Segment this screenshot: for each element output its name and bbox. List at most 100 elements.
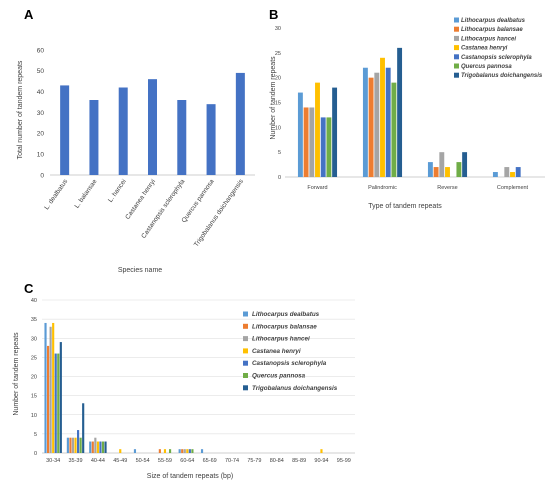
panel-b-bar-reverse-lithocarpus-balansae xyxy=(433,167,439,177)
panel-b-legend-swatch-castanea-henryi xyxy=(454,45,459,51)
panel-c-legend-label-castanea-henryi: Castanea henryi xyxy=(252,348,301,355)
panel-b-y-tick-label: 10 xyxy=(275,125,281,131)
panel-b-bar-reverse-trigobalanus-doichangensis xyxy=(462,152,468,177)
panel-c-bar-30-34-lithocarpus-dealbatus xyxy=(44,322,47,453)
panel-b-y-axis-title: Number of tandem repeats xyxy=(270,56,277,140)
panel-b-legend-swatch-lithocarpus-hancei xyxy=(454,35,459,41)
panel-b-legend-swatch-quercus-pannosa xyxy=(454,63,459,69)
panel-b-bar-palindromic-lithocarpus-dealbatus xyxy=(362,67,368,177)
panel-c-y-tick-label: 15 xyxy=(31,394,37,400)
panel-a-y-tick-label: 20 xyxy=(37,131,45,138)
panel-a-y-axis-title: Total number of tandem repeats xyxy=(17,60,24,159)
panel-c-bar-55-59-quercus-pannosa xyxy=(168,449,172,453)
panel-a-y-tick-label: 50 xyxy=(37,68,45,75)
panel-c-bar-40-44-trigobalanus-doichangensis xyxy=(104,441,107,453)
panel-c-legend-swatch-quercus-pannosa xyxy=(243,373,248,378)
panel-c-y-tick-label: 40 xyxy=(31,298,37,304)
panel-b-bar-reverse-castanea-henryi xyxy=(445,167,450,177)
panel-a-bar-castanopsis-sclerophyla xyxy=(177,100,187,175)
panel-a-y-tick-label: 30 xyxy=(37,110,45,117)
panel-b-bar-complement-castanopsis-sclerophyla xyxy=(515,167,521,177)
panel-c-bar-45-49-castanea-henryi xyxy=(119,449,122,453)
panel-a-y-tick-label: 10 xyxy=(37,151,45,158)
panel-b-legend-label-castanea-henryi: Castanea henryi xyxy=(461,46,508,52)
panel-b-bar-reverse-lithocarpus-hancei xyxy=(439,152,445,177)
panel-a-y-tick-label: 40 xyxy=(37,89,45,96)
panel-a-bar-l-balansae xyxy=(89,100,99,175)
panel-b-bar-forward-lithocarpus-dealbatus xyxy=(297,92,303,177)
panel-c-legend-swatch-lithocarpus-hancei xyxy=(243,336,248,342)
panel-b-bar-forward-trigobalanus-doichangensis xyxy=(332,87,338,177)
panel-c-x-tick-label: 55-59 xyxy=(158,458,172,464)
panel-c-legend-swatch-castanea-henryi xyxy=(243,348,248,354)
panel-c-bar-50-54-lithocarpus-dealbatus xyxy=(133,449,137,453)
panel-c-letter: C xyxy=(24,281,34,296)
panel-b-y-tick-label: 5 xyxy=(278,150,281,156)
panel-b-x-axis-title: Type of tandem repeats xyxy=(368,203,442,210)
panel-b-legend-swatch-lithocarpus-balansae xyxy=(454,26,459,32)
panel-c-legend-swatch-trigobalanus-doichangensis xyxy=(243,385,248,391)
panel-a-letter: A xyxy=(24,7,34,22)
panel-c-legend: Lithocarpus dealbatus Lithocarpus balansa… xyxy=(243,311,338,392)
panel-b-y-tick-label: 30 xyxy=(275,26,281,32)
panel-b-x-tick-label: Reverse xyxy=(437,185,457,191)
panel-c-legend-label-quercus-pannosa: Quercus pannosa xyxy=(252,373,306,380)
panel-b-x-tick-label: Palindromic xyxy=(368,185,397,191)
panel-c-x-tick-label: 95-99 xyxy=(337,458,351,464)
panel-a-bar-trigobalanus-doichangensis xyxy=(235,72,245,175)
panel-b-x-tick-label: Complement xyxy=(497,185,529,191)
panel-c-bar-90-94-castanea-henryi xyxy=(320,449,323,453)
panel-b-chart: B Number of tandem repeats Type of tande… xyxy=(269,7,545,210)
panel-b-bar-palindromic-lithocarpus-hancei xyxy=(374,72,380,177)
panel-c-bar-30-34-lithocarpus-balansae xyxy=(47,345,50,453)
panel-b-legend-swatch-lithocarpus-dealbatus xyxy=(454,17,459,23)
panel-b-legend-swatch-trigobalanus-doichangensis xyxy=(454,72,459,78)
panel-c-x-tick-label: 75-79 xyxy=(247,458,261,464)
panel-b-legend-label-lithocarpus-dealbatus: Lithocarpus dealbatus xyxy=(461,18,526,24)
panel-c-y-tick-label: 35 xyxy=(31,317,37,323)
panel-b-bar-reverse-quercus-pannosa xyxy=(456,162,462,177)
panel-b-y-tick-label: 25 xyxy=(275,51,281,57)
panel-b-bar-forward-castanea-henryi xyxy=(315,82,320,177)
panel-c-bar-35-39-castanea-henryi xyxy=(74,437,77,453)
panel-c-bar-40-44-lithocarpus-balansae xyxy=(91,441,94,453)
panel-c-bar-60-64-castanea-henryi xyxy=(186,449,189,453)
panel-c-bar-30-34-castanopsis-sclerophyla xyxy=(54,353,57,453)
panel-b-bar-reverse-lithocarpus-dealbatus xyxy=(427,162,433,177)
panel-c-legend-label-lithocarpus-balansae: Lithocarpus balansae xyxy=(252,323,317,330)
panel-c-y-tick-label: 0 xyxy=(34,451,37,457)
panel-c-bar-35-39-lithocarpus-balansae xyxy=(69,437,72,453)
panel-c-y-tick-label: 20 xyxy=(31,375,37,381)
panel-c-bar-30-34-trigobalanus-doichangensis xyxy=(59,342,62,453)
panel-c-y-tick-label: 10 xyxy=(31,413,37,419)
panel-c-x-tick-label: 90-94 xyxy=(314,458,328,464)
panel-c-x-tick-label: 35-39 xyxy=(68,458,82,464)
panel-c-bar-35-39-castanopsis-sclerophyla xyxy=(77,430,80,453)
panel-b-bar-palindromic-castanopsis-sclerophyla xyxy=(385,67,391,177)
panel-b-bar-forward-quercus-pannosa xyxy=(326,117,332,177)
panel-a-y-tick-label: 0 xyxy=(40,172,44,179)
panel-c-x-tick-label: 45-49 xyxy=(113,458,127,464)
panel-c-x-tick-label: 60-64 xyxy=(180,458,194,464)
panel-b-x-tick-label: Forward xyxy=(307,185,327,191)
panel-c-x-tick-label: 40-44 xyxy=(91,458,105,464)
panel-b-legend: Lithocarpus dealbatus Lithocarpus balansa… xyxy=(454,17,543,79)
panel-c-x-tick-label: 30-34 xyxy=(46,458,60,464)
panel-b-bar-forward-lithocarpus-hancei xyxy=(309,107,315,177)
panel-b-y-tick-label: 15 xyxy=(275,101,281,107)
panel-c-bar-40-44-lithocarpus-dealbatus xyxy=(89,441,92,453)
panel-b-bar-complement-castanea-henryi xyxy=(510,172,515,177)
panel-b-legend-label-lithocarpus-balansae: Lithocarpus balansae xyxy=(461,27,523,33)
panel-c-marks: 0 5 10 15 20 25 30 35 40 30-34 35-39 40-44 45-49 50-5… xyxy=(31,298,355,464)
panel-c-y-tick-label: 30 xyxy=(31,336,37,342)
panel-b-bar-forward-castanopsis-sclerophyla xyxy=(320,117,326,177)
panel-b-bar-forward-lithocarpus-balansae xyxy=(303,107,309,177)
panel-c-x-tick-label: 80-84 xyxy=(270,458,284,464)
panel-b-letter: B xyxy=(269,7,278,22)
panel-c-x-axis-title: Size of tandem repeats (bp) xyxy=(147,473,233,480)
panel-b-legend-label-quercus-pannosa: Quercus pannosa xyxy=(461,64,512,70)
panel-b-bar-palindromic-lithocarpus-balansae xyxy=(368,77,374,177)
panel-c-bar-40-44-lithocarpus-hancei xyxy=(94,437,97,453)
